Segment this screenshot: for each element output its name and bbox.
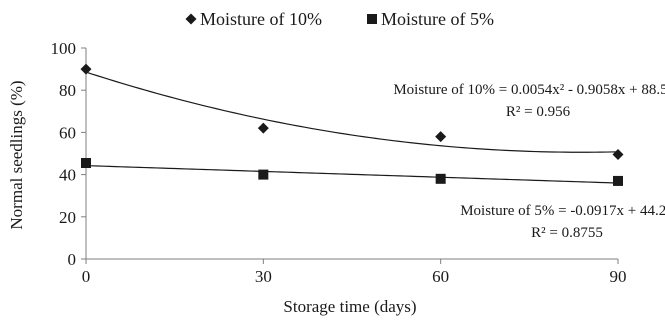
y-tick-label: 60 <box>59 123 76 142</box>
y-tick-label: 20 <box>59 208 76 227</box>
trendline-moisture-5 <box>85 165 619 184</box>
legend: Moisture of 10% Moisture of 5% <box>185 9 494 29</box>
trendline-moisture-10 <box>85 71 619 153</box>
data-points <box>80 63 624 186</box>
legend-marker <box>367 14 377 24</box>
data-point-moisture-10 <box>257 122 269 134</box>
trendline-r-squared: R² = 0.8755 <box>531 225 603 241</box>
legend-marker <box>185 13 197 25</box>
axes: 0 20 40 60 80 100 0 30 60 90 <box>51 39 627 286</box>
trendlines <box>85 71 619 184</box>
data-point-moisture-5 <box>258 169 269 180</box>
y-tick-label: 0 <box>68 250 77 269</box>
trendline-annotations: Moisture of 10% = 0.0054x² - 0.9058x + 8… <box>393 82 665 241</box>
x-tick-label: 90 <box>610 267 627 286</box>
x-tick-label: 0 <box>82 267 91 286</box>
trendline-equation: Moisture of 5% = -0.0917x + 44.25 <box>460 203 665 219</box>
data-point-moisture-10 <box>612 149 624 161</box>
y-tick-label: 40 <box>59 166 76 185</box>
x-axis-label: Storage time (days) <box>283 297 416 316</box>
data-point-moisture-10 <box>435 131 447 143</box>
trendline-r-squared: R² = 0.956 <box>506 104 571 120</box>
y-tick-label: 100 <box>51 39 77 58</box>
data-point-moisture-5 <box>435 173 446 184</box>
y-axis-label: Normal seedlings (%) <box>7 80 26 229</box>
data-point-moisture-5 <box>613 175 623 186</box>
legend-label: Moisture of 5% <box>381 9 494 29</box>
data-point-moisture-10 <box>80 63 92 75</box>
x-tick-label: 30 <box>255 267 272 286</box>
x-tick-label: 60 <box>432 267 449 286</box>
y-tick-label: 80 <box>59 81 76 100</box>
trendline-equation: Moisture of 10% = 0.0054x² - 0.9058x + 8… <box>393 82 665 98</box>
data-point-moisture-5 <box>81 157 91 168</box>
legend-label: Moisture of 10% <box>200 9 322 29</box>
